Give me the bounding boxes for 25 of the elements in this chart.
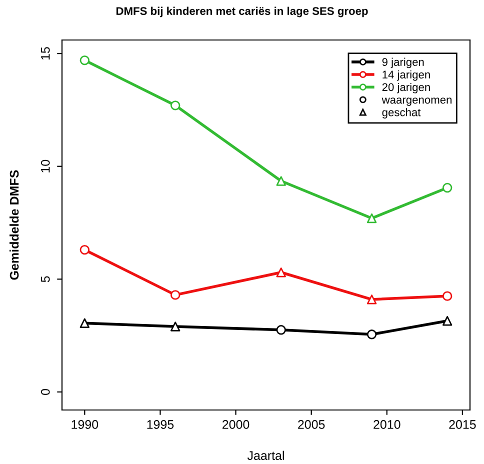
legend-label: 20 jarigen: [382, 82, 430, 94]
point: [170, 322, 180, 332]
point: [366, 294, 377, 304]
point: [276, 176, 286, 186]
point: [366, 213, 377, 224]
x-tick-label: 1990: [72, 420, 98, 429]
point: [276, 268, 286, 278]
x-tick-label: 1995: [147, 420, 174, 429]
y-tick-label: 15: [41, 47, 50, 60]
y-axis-title: Gemiddelde DMFS: [10, 170, 19, 280]
x-tick-label: 2010: [374, 420, 400, 429]
x-tick-label: 2015: [449, 420, 476, 429]
point: [80, 318, 90, 328]
x-tick-label: 2005: [298, 420, 325, 429]
legend-label: 14 jarigen: [382, 70, 430, 81]
x-axis-title: Jaartal: [247, 450, 284, 460]
point: [442, 316, 452, 326]
legend-label: waargenomen: [382, 98, 452, 106]
legend-label: 9 jarigen: [382, 58, 424, 68]
chart-title: DMFS bij kinderen met cariës in lage SES groep: [116, 6, 368, 18]
legend-label: geschat: [382, 108, 421, 118]
y-tick-label: 0: [40, 388, 50, 395]
y-tick-label: 5: [41, 276, 50, 282]
x-tick-label: 2000: [222, 420, 250, 429]
y-tick-label: 10: [40, 160, 50, 172]
